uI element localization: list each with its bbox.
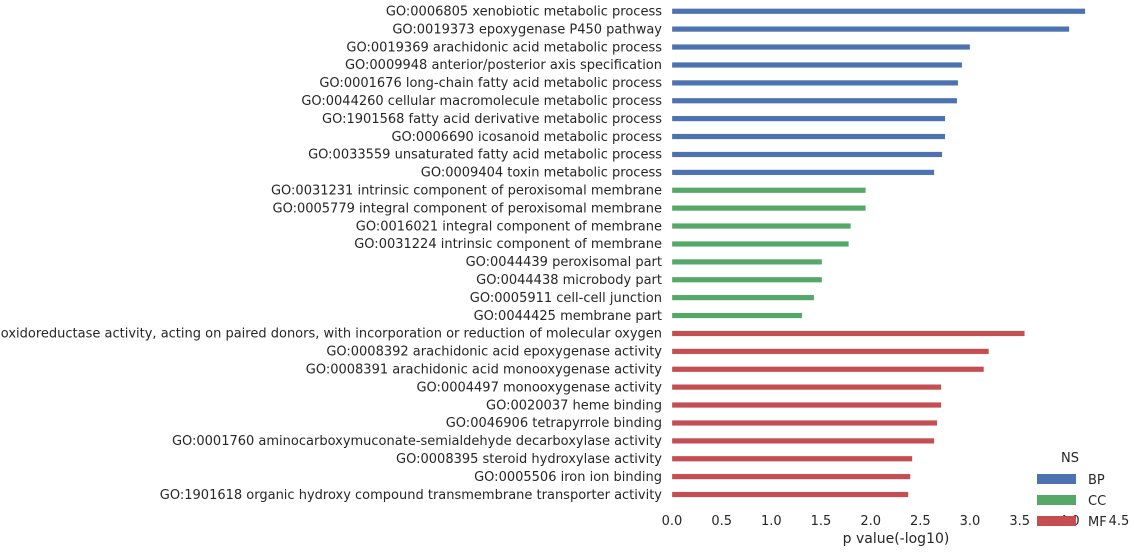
bar-mf — [671, 402, 942, 408]
category-label: GO:0008395 steroid hydroxylase activity — [396, 452, 662, 467]
x-tick-label: 1.5 — [811, 514, 832, 529]
legend-swatch-bp — [1037, 474, 1076, 484]
category-label: GO:0009404 toxin metabolic process — [421, 166, 662, 181]
bar-bp — [671, 169, 935, 176]
bar-bp — [671, 151, 943, 158]
category-label: GO:0033559 unsaturated fatty acid metabo… — [308, 148, 662, 163]
x-tick-label: 0.0 — [662, 514, 683, 529]
category-label: GO:0006690 icosanoid metabolic process — [391, 130, 662, 145]
x-tick-label: 1.0 — [761, 514, 782, 529]
bar-bp — [671, 62, 963, 68]
bar-bp — [671, 44, 971, 50]
category-label: GO:1901568 fatty acid derivative metabol… — [322, 112, 662, 127]
bar-cc — [671, 294, 815, 301]
category-label: GO:0031224 intrinsic component of membra… — [354, 237, 662, 252]
bar-cc — [671, 241, 849, 247]
bar-cc — [671, 312, 803, 319]
bar-cc — [671, 187, 866, 194]
bar-cc — [671, 276, 823, 283]
bar-mf — [671, 348, 990, 355]
category-label: GO:0001676 long-chain fatty acid metabol… — [319, 76, 662, 91]
bar-mf — [671, 473, 911, 480]
category-label: GO:0016705 oxidoreductase activity, acti… — [0, 327, 662, 342]
bar-mf — [671, 330, 1025, 337]
category-label: GO:0008392 arachidonic acid epoxygenase … — [326, 345, 662, 360]
x-axis-label: p value(-log10) — [843, 531, 950, 547]
x-tick-label: 0.5 — [711, 514, 732, 529]
category-label: GO:0001760 aminocarboxymuconate-semialde… — [172, 434, 662, 449]
bar-mf — [671, 384, 942, 391]
bar-mf — [671, 455, 913, 462]
category-label: GO:0044425 membrane part — [474, 309, 662, 324]
legend: NS BP CC MF — [1037, 451, 1107, 530]
legend-swatch-cc — [1037, 495, 1076, 505]
bar-mf — [671, 491, 909, 498]
category-label: GO:0016021 integral component of membran… — [356, 219, 662, 234]
category-label: GO:0005911 cell-cell junction — [470, 291, 662, 306]
bar-cc — [671, 205, 866, 212]
category-label: GO:0044439 peroxisomal part — [466, 255, 662, 270]
category-label: GO:0006805 xenobiotic metabolic process — [386, 5, 662, 20]
bar-bp — [671, 8, 1086, 15]
bar-cc — [671, 258, 823, 265]
legend-swatch-mf — [1037, 516, 1076, 526]
bar-bp — [671, 133, 946, 140]
bar-bp — [671, 97, 958, 104]
category-label: GO:0005506 iron ion binding — [474, 470, 662, 485]
bar-bp — [671, 79, 959, 86]
category-label: GO:0046906 tetrapyrrole binding — [446, 416, 662, 431]
category-label: GO:0008391 arachidonic acid monooxygenas… — [306, 363, 663, 378]
bar-mf — [671, 420, 938, 426]
bars-group — [671, 8, 1086, 498]
bar-mf — [671, 437, 935, 444]
category-label: GO:0009948 anterior/posterior axis speci… — [345, 58, 662, 73]
legend-title: NS — [1061, 451, 1079, 466]
bar-mf — [671, 366, 985, 373]
bar-bp — [671, 115, 946, 122]
x-tick-label: 3.0 — [960, 514, 981, 529]
category-label: GO:0044260 cellular macromolecule metabo… — [301, 94, 662, 109]
category-label: GO:0019373 epoxygenase P450 pathway — [392, 22, 662, 37]
x-tick-label: 3.5 — [1009, 514, 1030, 529]
category-label: GO:0019369 arachidonic acid metabolic pr… — [346, 40, 662, 55]
category-labels: GO:0006805 xenobiotic metabolic process G… — [0, 5, 662, 503]
category-label: GO:0020037 heme binding — [486, 398, 662, 413]
legend-label-bp: BP — [1088, 473, 1105, 488]
category-label: GO:0005779 integral component of peroxis… — [273, 201, 662, 216]
legend-label-mf: MF — [1088, 515, 1107, 530]
x-tick-label: 2.0 — [860, 514, 881, 529]
legend-label-cc: CC — [1088, 494, 1106, 509]
category-label: GO:0004497 monooxygenase activity — [416, 380, 662, 395]
x-tick-label: 2.5 — [910, 514, 931, 529]
category-label: GO:0031231 intrinsic component of peroxi… — [271, 184, 662, 199]
category-label: GO:1901618 organic hydroxy compound tran… — [160, 488, 663, 503]
category-label: GO:0044438 microbody part — [476, 273, 662, 288]
x-tick-label: 4.5 — [1109, 514, 1130, 529]
bar-bp — [671, 26, 1070, 33]
bar-cc — [671, 223, 851, 229]
